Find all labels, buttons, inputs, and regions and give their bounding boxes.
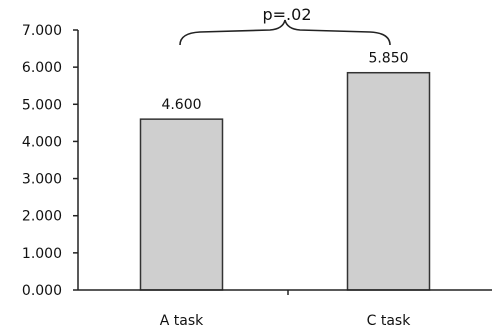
bar xyxy=(346,71,431,291)
y-tick-label: 2.000 xyxy=(22,209,62,225)
bar-value-label: 5.850 xyxy=(368,51,408,67)
y-tick-label: 3.000 xyxy=(22,172,62,188)
significance-brace xyxy=(179,19,391,46)
category-label: C task xyxy=(367,313,412,329)
y-axis-ticks: 0.000 1.000 2.000 3.000 4.000 5.000 6.000 7.000 xyxy=(22,23,78,299)
bar xyxy=(139,118,224,291)
bars xyxy=(139,71,431,291)
category-labels: A task C task xyxy=(160,313,411,329)
y-tick-label: 4.000 xyxy=(22,134,62,150)
bar-value-label: 4.600 xyxy=(161,97,201,113)
p-value-annotation: p=.02 xyxy=(262,5,311,24)
value-labels: 4.600 5.850 xyxy=(161,51,408,113)
y-tick-label: 0.000 xyxy=(22,283,62,299)
y-tick-label: 6.000 xyxy=(22,60,62,76)
y-tick-label: 7.000 xyxy=(22,23,62,39)
y-tick-label: 1.000 xyxy=(22,246,62,262)
category-label: A task xyxy=(160,313,204,329)
y-tick-label: 5.000 xyxy=(22,97,62,113)
